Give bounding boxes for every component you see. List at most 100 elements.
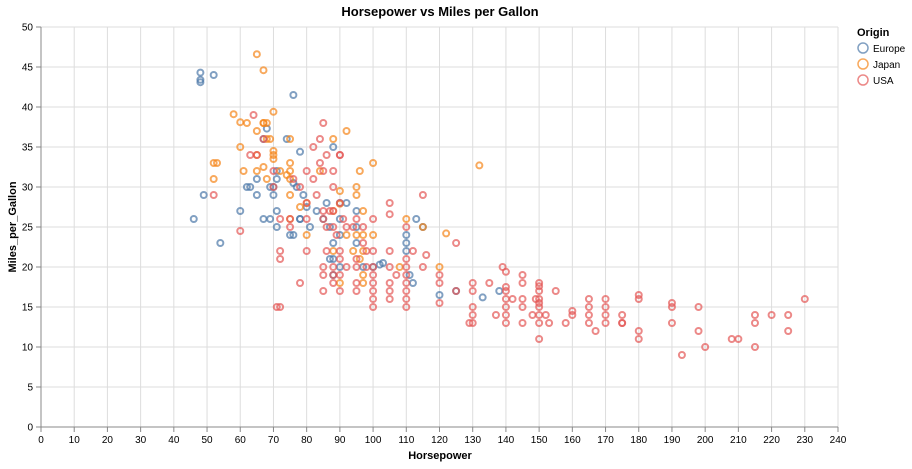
data-point-europe <box>216 239 225 247</box>
data-point-japan <box>369 159 378 167</box>
legend-label-usa: USA <box>873 76 894 87</box>
data-point-usa <box>236 227 245 235</box>
data-point-japan <box>269 107 278 116</box>
x-tick-label: 10 <box>69 435 81 446</box>
data-point-japan <box>369 231 378 239</box>
data-point-japan <box>252 167 261 175</box>
data-point-usa <box>369 215 378 223</box>
data-point-usa <box>568 311 577 319</box>
data-point-usa <box>329 207 338 215</box>
data-point-usa <box>667 303 676 311</box>
data-point-usa <box>335 287 344 295</box>
data-point-usa <box>535 282 544 291</box>
x-tick-label: 90 <box>334 435 346 446</box>
data-point-usa <box>286 223 295 231</box>
data-point-usa <box>508 295 517 303</box>
data-point-usa <box>349 223 358 231</box>
data-point-usa <box>634 295 643 303</box>
data-point-usa <box>601 311 610 319</box>
data-point-europe <box>272 167 281 175</box>
data-point-europe <box>242 183 251 191</box>
data-point-europe <box>266 183 275 191</box>
data-point-usa <box>352 215 361 223</box>
data-point-europe <box>272 223 281 231</box>
data-point-usa <box>750 343 759 351</box>
data-point-usa <box>322 151 331 159</box>
data-point-europe <box>478 293 487 302</box>
data-point-usa <box>296 279 305 287</box>
data-point-usa <box>435 279 444 287</box>
data-point-japan <box>342 127 351 135</box>
data-point-usa <box>634 335 643 343</box>
data-point-japan <box>269 147 278 155</box>
data-point-usa <box>315 135 324 143</box>
data-point-usa <box>468 311 477 319</box>
data-point-usa <box>418 191 427 199</box>
data-point-usa <box>491 311 500 319</box>
data-point-usa <box>402 271 411 279</box>
data-point-usa <box>319 167 328 175</box>
data-point-usa <box>601 295 610 303</box>
data-point-usa <box>329 271 338 279</box>
data-point-usa <box>485 279 494 287</box>
x-tick-label: 40 <box>168 435 180 446</box>
data-point-japan <box>286 159 295 167</box>
y-tick-label: 20 <box>22 263 34 274</box>
data-point-usa <box>677 351 686 359</box>
data-point-usa <box>784 311 793 319</box>
x-tick-label: 180 <box>630 435 647 446</box>
data-point-usa <box>501 311 510 319</box>
data-point-japan <box>286 135 295 143</box>
data-point-usa <box>319 287 328 295</box>
x-tick-label: 220 <box>763 435 780 446</box>
data-point-usa <box>296 183 305 191</box>
x-tick-label: 140 <box>498 435 515 446</box>
y-tick-label: 0 <box>27 423 33 434</box>
data-point-usa <box>272 303 281 311</box>
y-tick-label: 15 <box>22 303 34 314</box>
data-point-usa <box>535 299 544 307</box>
data-point-usa <box>289 175 298 183</box>
x-tick-label: 240 <box>830 435 847 446</box>
data-point-europe <box>289 91 298 99</box>
data-point-japan <box>342 231 351 239</box>
data-point-usa <box>352 255 361 263</box>
data-point-usa <box>352 263 361 271</box>
data-point-europe <box>196 78 205 87</box>
legend: Origin Europe Japan USA <box>857 27 906 87</box>
data-point-europe <box>289 231 298 239</box>
data-point-usa <box>501 319 510 327</box>
x-tick-label: 150 <box>531 435 548 446</box>
data-point-usa <box>545 319 554 327</box>
data-point-usa <box>385 287 394 295</box>
data-point-usa <box>339 215 348 223</box>
x-tick-label: 50 <box>201 435 213 446</box>
data-point-usa <box>335 247 344 255</box>
data-point-japan <box>252 50 261 59</box>
data-point-europe <box>292 183 301 191</box>
data-point-usa <box>601 319 610 327</box>
data-point-japan <box>269 155 278 163</box>
data-point-europe <box>282 135 291 143</box>
chart-title: Horsepower vs Miles per Gallon <box>341 4 538 19</box>
y-tick-label: 25 <box>22 223 34 234</box>
data-point-europe <box>435 291 444 299</box>
data-point-usa <box>319 119 328 127</box>
data-point-usa <box>468 287 477 295</box>
x-tick-label: 70 <box>268 435 280 446</box>
data-point-japan <box>262 135 271 143</box>
data-point-usa <box>501 287 510 295</box>
data-point-usa <box>335 255 344 263</box>
y-tick-label: 35 <box>22 143 34 154</box>
data-point-usa <box>618 311 627 319</box>
x-tick-label: 20 <box>102 435 114 446</box>
data-point-usa <box>402 287 411 295</box>
data-point-usa <box>402 295 411 303</box>
data-point-usa <box>369 287 378 295</box>
data-point-japan <box>475 161 484 170</box>
data-point-usa <box>750 311 759 319</box>
data-point-europe <box>189 215 198 223</box>
data-point-usa <box>302 199 311 207</box>
x-tick-label: 130 <box>464 435 481 446</box>
